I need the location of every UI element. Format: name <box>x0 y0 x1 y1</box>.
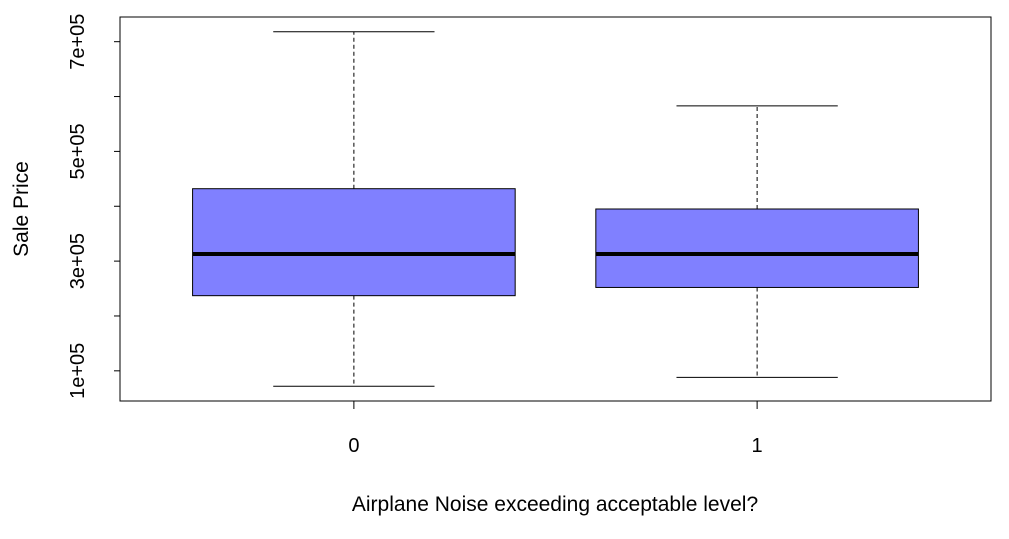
y-tick-label: 5e+05 <box>67 123 89 179</box>
y-axis: 1e+05 3e+05 5e+05 7e+05 <box>67 14 121 399</box>
y-axis-label: Sale Price <box>10 161 33 257</box>
box-group <box>192 31 919 387</box>
box-iqr <box>192 188 516 297</box>
x-tick-label: 1 <box>752 435 763 457</box>
x-tick-label: 0 <box>348 435 359 457</box>
box-1 <box>595 105 919 378</box>
y-tick-label: 3e+05 <box>67 233 89 289</box>
y-tick-label: 1e+05 <box>67 343 89 399</box>
box-iqr <box>595 208 919 288</box>
box-0 <box>192 31 516 387</box>
y-tick-label: 7e+05 <box>67 14 89 70</box>
x-axis-label: Airplane Noise exceeding acceptable leve… <box>352 493 758 516</box>
